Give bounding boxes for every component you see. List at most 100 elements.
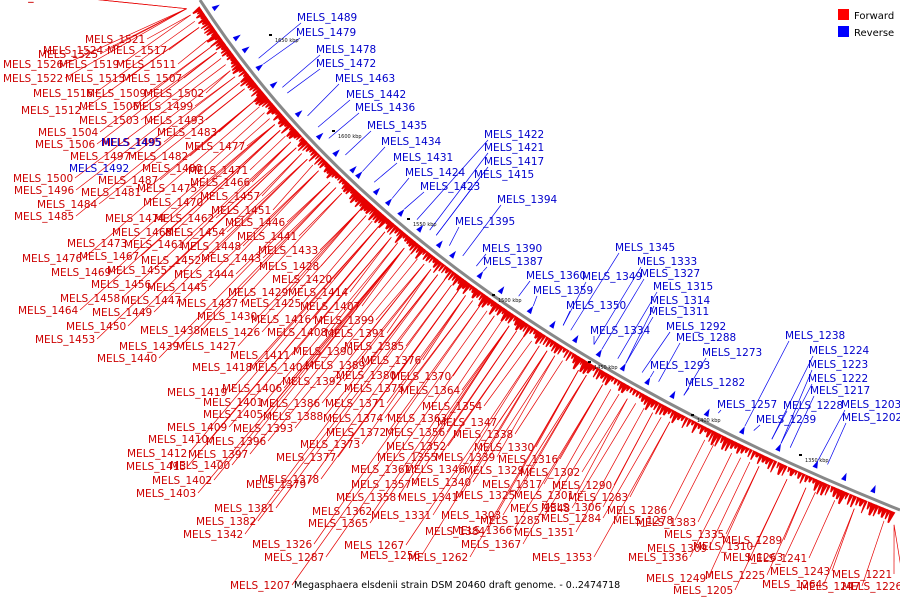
- forward-gene: [799, 473, 806, 484]
- forward-gene-label: MELS_1379: [246, 479, 306, 491]
- forward-gene: [755, 451, 762, 458]
- reverse-gene: [315, 132, 324, 141]
- scale-tick-mark: [588, 361, 591, 363]
- forward-gene-label: MELS_1335: [664, 529, 724, 541]
- forward-gene: [230, 60, 240, 68]
- forward-gene-label: MELS_1404: [249, 362, 309, 374]
- forward-gene-label: MELS_1485: [14, 211, 74, 223]
- forward-gene-label: MELS_1449: [92, 307, 152, 319]
- forward-leader-line: [571, 403, 637, 509]
- forward-leader-line: [689, 457, 742, 558]
- forward-gene: [385, 218, 392, 225]
- forward-gene: [274, 109, 281, 116]
- forward-leader-line: [153, 159, 308, 313]
- forward-gene-label: MELS_1430: [197, 311, 257, 323]
- reverse-gene-label: MELS_1311: [649, 306, 709, 318]
- forward-leader-line: [231, 247, 405, 466]
- legend-forward-label: Forward: [854, 11, 894, 22]
- forward-gene: [308, 151, 319, 162]
- forward-gene: [812, 477, 818, 484]
- forward-leader-line: [98, 88, 245, 205]
- reverse-leader-line: [753, 424, 761, 431]
- reverse-gene-label: MELS_1228: [783, 400, 843, 412]
- reverse-leader-line: [625, 305, 655, 364]
- forward-gene: [283, 120, 291, 128]
- forward-gene: [461, 280, 471, 290]
- forward-gene-label: MELS_1325: [455, 490, 515, 502]
- forward-leader-line: [525, 374, 587, 471]
- scale-tick-mark: [799, 454, 802, 456]
- forward-leader-line: [96, 147, 297, 340]
- forward-leader-line: [97, 0, 187, 10]
- forward-gene: [813, 479, 822, 491]
- forward-gene: [273, 111, 283, 121]
- forward-gene-label: MELS_1420: [272, 274, 332, 286]
- forward-gene: [221, 48, 232, 57]
- forward-gene-label: MELS_1290: [552, 480, 612, 492]
- forward-gene: [669, 409, 676, 419]
- forward-gene: [724, 438, 733, 452]
- scale-tick-mark: [269, 34, 272, 36]
- forward-gene: [550, 341, 559, 352]
- forward-leader-line: [128, 118, 270, 244]
- forward-gene: [314, 153, 321, 160]
- forward-gene-label: MELS_1355: [377, 452, 437, 464]
- forward-gene-label: MELS_1503: [79, 115, 139, 127]
- forward-gene: [720, 436, 730, 450]
- forward-gene-label: MELS_1384: [425, 526, 485, 538]
- reverse-leader-line: [683, 357, 707, 396]
- forward-gene: [326, 165, 335, 175]
- forward-gene: [471, 286, 478, 294]
- forward-gene: [640, 393, 648, 403]
- forward-gene-label: MELS_1519: [59, 59, 119, 71]
- forward-gene-label: MELS_1205: [673, 585, 733, 597]
- reverse-gene-label: MELS_1349: [582, 271, 642, 283]
- reverse-gene-label: MELS_1238: [785, 330, 845, 342]
- forward-leader-line: [267, 258, 418, 442]
- forward-gene: [697, 423, 703, 430]
- forward-gene: [868, 502, 877, 516]
- forward-gene: [422, 249, 428, 256]
- forward-gene: [557, 345, 565, 355]
- forward-gene: [365, 203, 376, 215]
- forward-gene-label: MELS_1351: [514, 527, 574, 539]
- forward-leader-line: [343, 269, 432, 382]
- reverse-gene-label: MELS_1282: [685, 377, 745, 389]
- reverse-gene-label: MELS_1421: [484, 142, 544, 154]
- forward-gene-label: MELS_1507: [122, 73, 182, 85]
- forward-gene-label: MELS_1301: [514, 490, 574, 502]
- reverse-gene: [526, 306, 534, 315]
- forward-gene-label: MELS_1446: [225, 217, 285, 229]
- forward-gene: [504, 311, 514, 322]
- forward-gene-label: MELS_1329: [464, 465, 524, 477]
- forward-leader-line: [75, 82, 241, 217]
- reverse-gene-label: MELS_1203: [841, 399, 900, 411]
- forward-gene-label: MELS_1405: [203, 409, 263, 421]
- forward-gene-label: MELS_1385: [344, 341, 404, 353]
- forward-gene-label: MELS_1509: [86, 88, 146, 100]
- reverse-gene-label: MELS_1436: [355, 102, 415, 114]
- forward-leader-line: [466, 350, 548, 470]
- forward-gene-label: MELS_1346: [405, 464, 465, 476]
- forward-gene-label: MELS_1516: [33, 88, 93, 100]
- scale-tick-label: 1350 kbp: [805, 458, 829, 464]
- reverse-gene-label: MELS_1333: [637, 256, 697, 268]
- forward-gene-label: MELS_1512: [21, 105, 81, 117]
- forward-gene-label: MELS_1361: [351, 464, 411, 476]
- forward-gene-label: MELS_1316: [498, 454, 558, 466]
- scale-tick-mark: [407, 218, 410, 220]
- reverse-leader-line: [404, 191, 425, 210]
- forward-gene: [602, 372, 610, 383]
- forward-leader-line: [294, 263, 425, 429]
- forward-gene: [599, 370, 608, 379]
- reverse-gene-label: MELS_1431: [393, 152, 453, 164]
- forward-gene: [770, 460, 778, 473]
- forward-gene-label: MELS_1517: [107, 45, 167, 57]
- forward-leader-line: [121, 141, 292, 299]
- forward-gene-label: MELS_1352: [386, 441, 446, 453]
- forward-gene: [494, 303, 502, 313]
- forward-leader-line: [197, 247, 405, 494]
- reverse-leader-line: [650, 370, 655, 378]
- forward-gene: [522, 323, 530, 332]
- reverse-gene: [497, 286, 505, 295]
